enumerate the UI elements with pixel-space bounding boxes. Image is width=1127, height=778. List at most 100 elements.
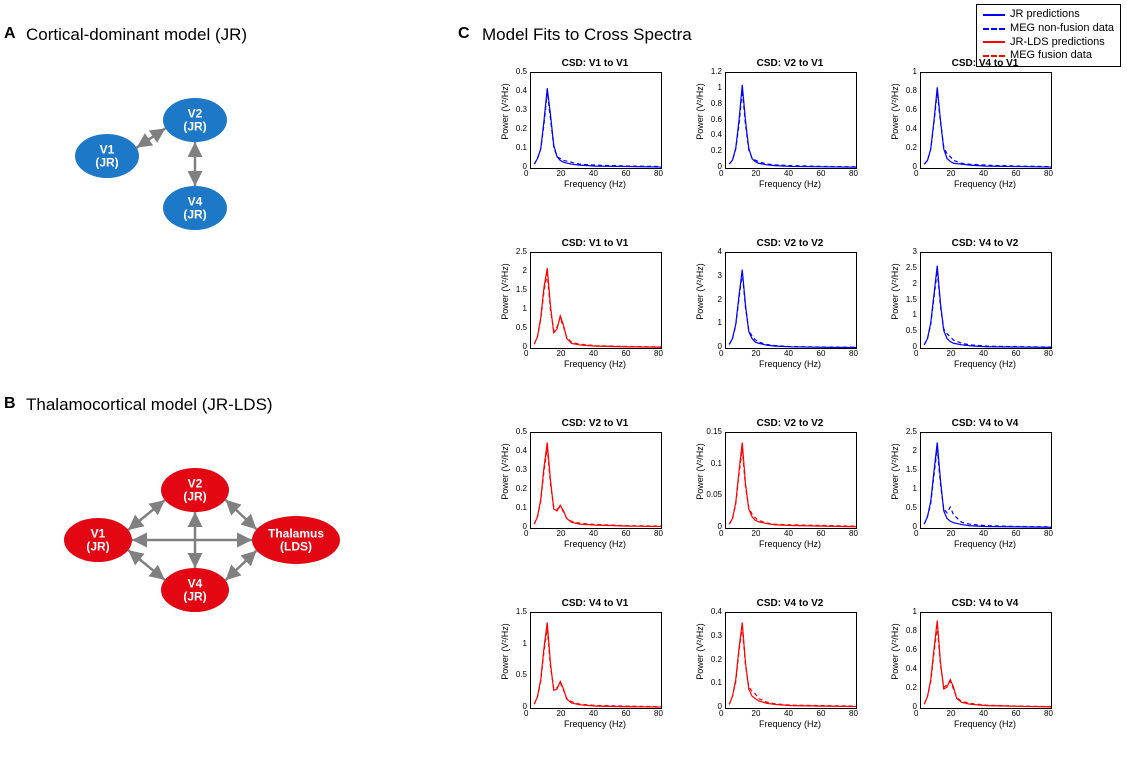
legend-item: MEG non-fusion data [983, 22, 1114, 36]
tick-y: 1.5 [906, 465, 917, 474]
tick-y: 0.4 [711, 130, 722, 139]
chart-xlabel: Frequency (Hz) [720, 539, 860, 549]
tick-y: 0.15 [706, 427, 722, 436]
chart-ylabel: Power (V²/Hz) [695, 64, 705, 159]
tick-x: 20 [557, 529, 566, 538]
tick-y: 0.5 [516, 670, 527, 679]
tick-y: 0.2 [711, 655, 722, 664]
tick-y: 1.5 [516, 285, 527, 294]
tick-x: 80 [654, 349, 663, 358]
tick-y: 2.5 [516, 247, 527, 256]
tick-x: 20 [752, 529, 761, 538]
tick-y: 0 [913, 342, 917, 351]
tick-y: 0 [718, 342, 722, 351]
tick-x: 20 [947, 709, 956, 718]
tick-y: 2 [523, 266, 527, 275]
chart-title: CSD: V4 to V1 [915, 58, 1055, 69]
chart-ylabel: Power (V²/Hz) [890, 424, 900, 519]
tick-x: 80 [849, 709, 858, 718]
svg-text:V4: V4 [188, 577, 203, 591]
svg-text:(JR): (JR) [86, 540, 109, 554]
legend-label: JR predictions [1010, 8, 1080, 22]
chart-xlabel: Frequency (Hz) [720, 719, 860, 729]
chart-plot [530, 72, 662, 169]
legend-item: JR-LDS predictions [983, 36, 1114, 50]
tick-x: 40 [589, 349, 598, 358]
chart-plot [920, 612, 1052, 709]
tick-x: 20 [752, 349, 761, 358]
legend-item: JR predictions [983, 8, 1114, 22]
panel-a-title: Cortical-dominant model (JR) [26, 25, 247, 45]
tick-y: 3 [718, 271, 722, 280]
tick-y: 1 [913, 484, 917, 493]
tick-y: 1 [718, 83, 722, 92]
legend-swatch [983, 14, 1005, 16]
chart-ylabel: Power (V²/Hz) [500, 244, 510, 339]
chart-ylabel: Power (V²/Hz) [500, 604, 510, 699]
svg-text:(JR): (JR) [183, 120, 206, 134]
tick-y: 0.1 [516, 143, 527, 152]
tick-x: 80 [849, 349, 858, 358]
tick-y: 0.2 [711, 146, 722, 155]
chart-plot [920, 72, 1052, 169]
chart-title: CSD: V4 to V2 [720, 598, 860, 609]
tick-y: 0.4 [516, 446, 527, 455]
chart-title: CSD: V4 to V1 [525, 598, 665, 609]
chart-title: CSD: V2 to V1 [720, 58, 860, 69]
chart-plot [920, 252, 1052, 349]
tick-x: 60 [622, 169, 631, 178]
tick-y: 1 [913, 310, 917, 319]
tick-y: 0 [913, 162, 917, 171]
chart-xlabel: Frequency (Hz) [525, 539, 665, 549]
chart-ylabel: Power (V²/Hz) [890, 244, 900, 339]
tick-x: 80 [654, 709, 663, 718]
chart-title: CSD: V2 to V1 [525, 418, 665, 429]
chart-ylabel: Power (V²/Hz) [500, 64, 510, 159]
tick-y: 0.8 [906, 626, 917, 635]
tick-y: 0.4 [906, 124, 917, 133]
chart-ylabel: Power (V²/Hz) [695, 604, 705, 699]
panel-c-title: Model Fits to Cross Spectra [482, 25, 692, 45]
tick-y: 0.1 [711, 678, 722, 687]
chart-xlabel: Frequency (Hz) [525, 359, 665, 369]
tick-y: 0.5 [906, 503, 917, 512]
chart-xlabel: Frequency (Hz) [915, 179, 1055, 189]
tick-y: 1.5 [906, 295, 917, 304]
tick-y: 2 [913, 446, 917, 455]
tick-y: 0.5 [516, 427, 527, 436]
chart-plot [530, 432, 662, 529]
chart-plot [725, 72, 857, 169]
chart-xlabel: Frequency (Hz) [525, 719, 665, 729]
tick-x: 40 [784, 709, 793, 718]
tick-y: 0.4 [516, 86, 527, 95]
tick-x: 60 [1012, 169, 1021, 178]
tick-y: 1 [718, 318, 722, 327]
chart-xlabel: Frequency (Hz) [915, 719, 1055, 729]
tick-x: 80 [654, 169, 663, 178]
tick-y: 0 [913, 522, 917, 531]
chart-xlabel: Frequency (Hz) [525, 179, 665, 189]
svg-text:V2: V2 [188, 107, 203, 121]
diagram-a: V1(JR)V2(JR)V4(JR) [0, 60, 360, 260]
tick-x: 20 [752, 169, 761, 178]
svg-text:(JR): (JR) [183, 208, 206, 222]
tick-y: 0.6 [906, 645, 917, 654]
chart-ylabel: Power (V²/Hz) [500, 424, 510, 519]
tick-x: 60 [817, 709, 826, 718]
tick-x: 40 [979, 349, 988, 358]
chart-plot [725, 252, 857, 349]
tick-y: 1 [523, 304, 527, 313]
tick-y: 4 [718, 247, 722, 256]
tick-x: 80 [849, 169, 858, 178]
tick-x: 80 [1044, 529, 1053, 538]
tick-x: 60 [1012, 709, 1021, 718]
legend-label: JR-LDS predictions [1010, 36, 1105, 50]
panel-b-title: Thalamocortical model (JR-LDS) [26, 395, 273, 415]
tick-x: 20 [947, 529, 956, 538]
tick-y: 0.5 [516, 67, 527, 76]
tick-x: 40 [979, 169, 988, 178]
tick-x: 60 [817, 349, 826, 358]
tick-x: 60 [622, 349, 631, 358]
tick-x: 80 [849, 529, 858, 538]
legend-swatch [983, 55, 1005, 57]
